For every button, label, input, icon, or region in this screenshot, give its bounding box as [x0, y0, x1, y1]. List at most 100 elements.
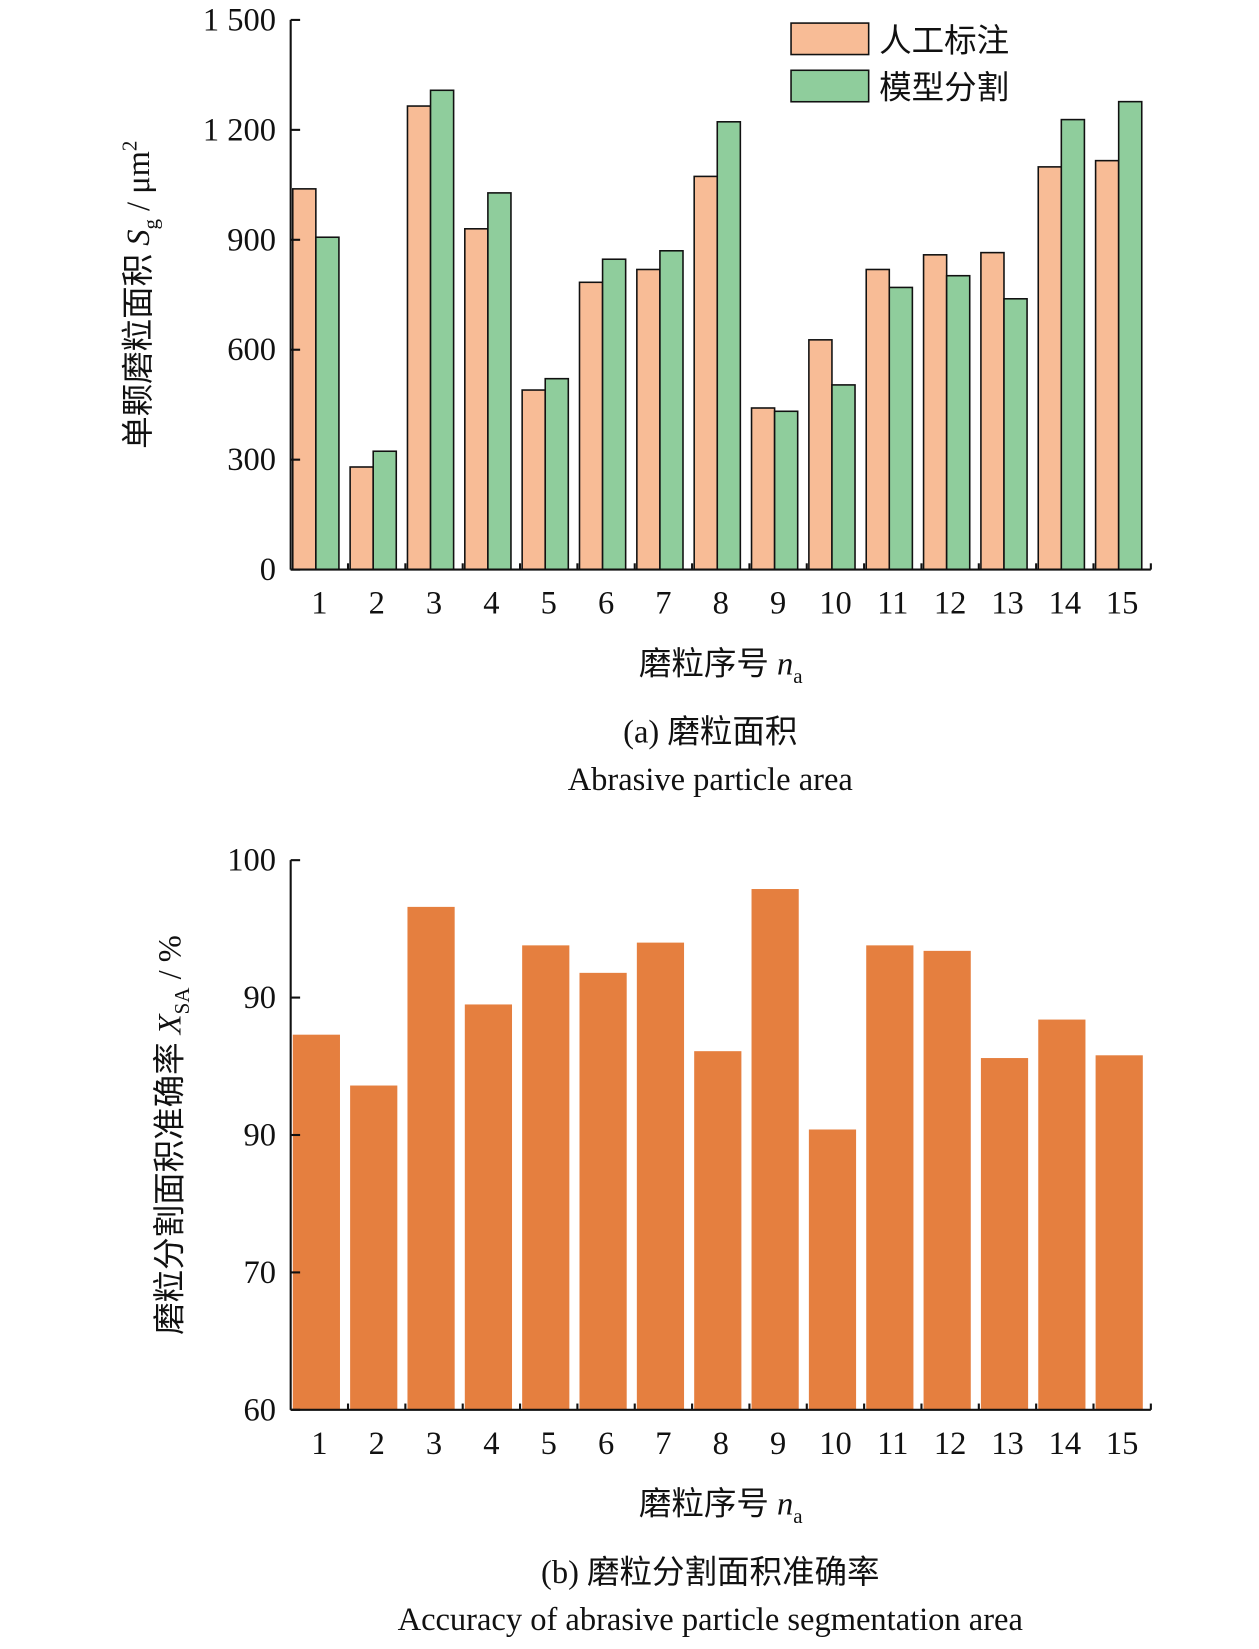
x-tick-label: 3: [426, 1426, 442, 1462]
bar: [315, 236, 340, 571]
x-tick-label: 7: [655, 1426, 671, 1462]
label-unit: / %: [153, 935, 189, 987]
bar: [808, 1129, 857, 1410]
x-tick-label: 14: [1049, 586, 1082, 622]
x-tick-label: 8: [713, 1426, 729, 1462]
bar: [407, 906, 455, 1410]
x-tick-label: 11: [877, 586, 908, 622]
bar: [922, 254, 948, 571]
x-tick-label: 1: [311, 1426, 327, 1462]
x-tick-label: 13: [991, 586, 1024, 622]
y-tick-label: 90: [243, 1117, 276, 1153]
bar: [1038, 1019, 1086, 1410]
bar: [808, 339, 833, 571]
bar: [406, 105, 432, 571]
bar: [945, 274, 971, 571]
label-text: 单颗磨粒面积: [120, 246, 157, 449]
bar: [291, 188, 317, 571]
bar: [866, 945, 914, 1410]
bar: [694, 1051, 742, 1410]
legend-label: 人工标注: [879, 22, 1009, 59]
axis-title: 磨粒序号 na: [639, 645, 803, 687]
y-tick-label: 1 200: [203, 112, 276, 148]
bar: [292, 1034, 340, 1410]
bar: [464, 228, 489, 571]
bar: [636, 942, 685, 1410]
x-tick-label: 5: [541, 586, 557, 622]
bar: [1037, 166, 1063, 571]
bar: [521, 389, 547, 571]
x-tick-label: 7: [655, 586, 671, 622]
x-tick-label: 9: [770, 1426, 786, 1462]
label-var: n: [777, 646, 793, 682]
legend-swatch: [790, 69, 870, 103]
y-tick-label: 900: [227, 222, 276, 258]
legend-label: 模型分割: [879, 70, 1009, 107]
bar: [1094, 159, 1120, 571]
x-tick-label: 6: [598, 586, 614, 622]
x-tick-label: 8: [713, 586, 729, 622]
x-tick-label: 10: [819, 586, 852, 622]
bar: [522, 945, 570, 1410]
bar: [1117, 100, 1143, 571]
bar: [773, 410, 799, 571]
label-var: n: [777, 1487, 793, 1523]
caption-en: Accuracy of abrasive particle segmentati…: [398, 1602, 1023, 1638]
x-tick-label: 6: [598, 1426, 614, 1462]
bar: [980, 1058, 1029, 1410]
axis-title: 磨粒分割面积准确率 XSA / %: [152, 935, 194, 1335]
x-tick-label: 3: [426, 586, 442, 622]
legend-swatch: [790, 22, 870, 56]
bar: [487, 192, 512, 571]
label-sub: a: [793, 1504, 803, 1528]
bar: [716, 121, 742, 571]
x-tick-label: 2: [369, 586, 385, 622]
bar: [750, 407, 776, 571]
label-sub: SA: [170, 988, 194, 1015]
bar: [693, 175, 719, 571]
bar: [923, 950, 971, 1410]
y-tick-label: 600: [227, 332, 276, 368]
y-tick-label: 1 500: [203, 2, 276, 38]
bar: [751, 889, 799, 1410]
y-tick-label: 90: [243, 980, 276, 1016]
label-sup: 2: [117, 141, 141, 151]
caption: (b) 磨粒分割面积准确率: [541, 1554, 880, 1591]
bar: [865, 268, 891, 571]
x-tick-label: 14: [1049, 1426, 1082, 1462]
x-tick-label: 5: [541, 1426, 557, 1462]
x-tick-label: 15: [1106, 1426, 1139, 1462]
label-var: S: [121, 230, 157, 246]
label-text: 磨粒序号: [639, 645, 777, 682]
x-tick-label: 12: [934, 586, 967, 622]
label-text: 磨粒序号: [639, 1486, 777, 1523]
bar: [579, 972, 627, 1410]
bar: [831, 384, 856, 571]
bar: [1060, 118, 1086, 571]
bar: [578, 281, 604, 571]
y-tick-label: 300: [227, 442, 276, 478]
label-sub: g: [138, 219, 162, 230]
x-tick-label: 15: [1106, 586, 1139, 622]
y-tick-label: 0: [260, 552, 276, 588]
x-tick-label: 12: [934, 1426, 967, 1462]
y-tick-label: 60: [243, 1392, 276, 1428]
x-tick-label: 11: [877, 1426, 908, 1462]
bar: [349, 466, 374, 571]
bar: [1003, 298, 1028, 571]
bar: [888, 286, 914, 571]
x-tick-label: 9: [770, 586, 786, 622]
label-sub: a: [793, 664, 803, 688]
x-tick-label: 10: [819, 1426, 852, 1462]
x-tick-label: 1: [311, 586, 327, 622]
axis-title: 单颗磨粒面积 Sg / μm2: [117, 141, 162, 449]
bar: [464, 1004, 513, 1410]
x-tick-label: 4: [483, 1426, 499, 1462]
x-tick-label: 2: [369, 1426, 385, 1462]
bar: [601, 258, 627, 571]
caption-en: Abrasive particle area: [568, 762, 853, 798]
bar: [636, 268, 661, 571]
x-tick-label: 13: [991, 1426, 1024, 1462]
bar: [1095, 1055, 1143, 1410]
